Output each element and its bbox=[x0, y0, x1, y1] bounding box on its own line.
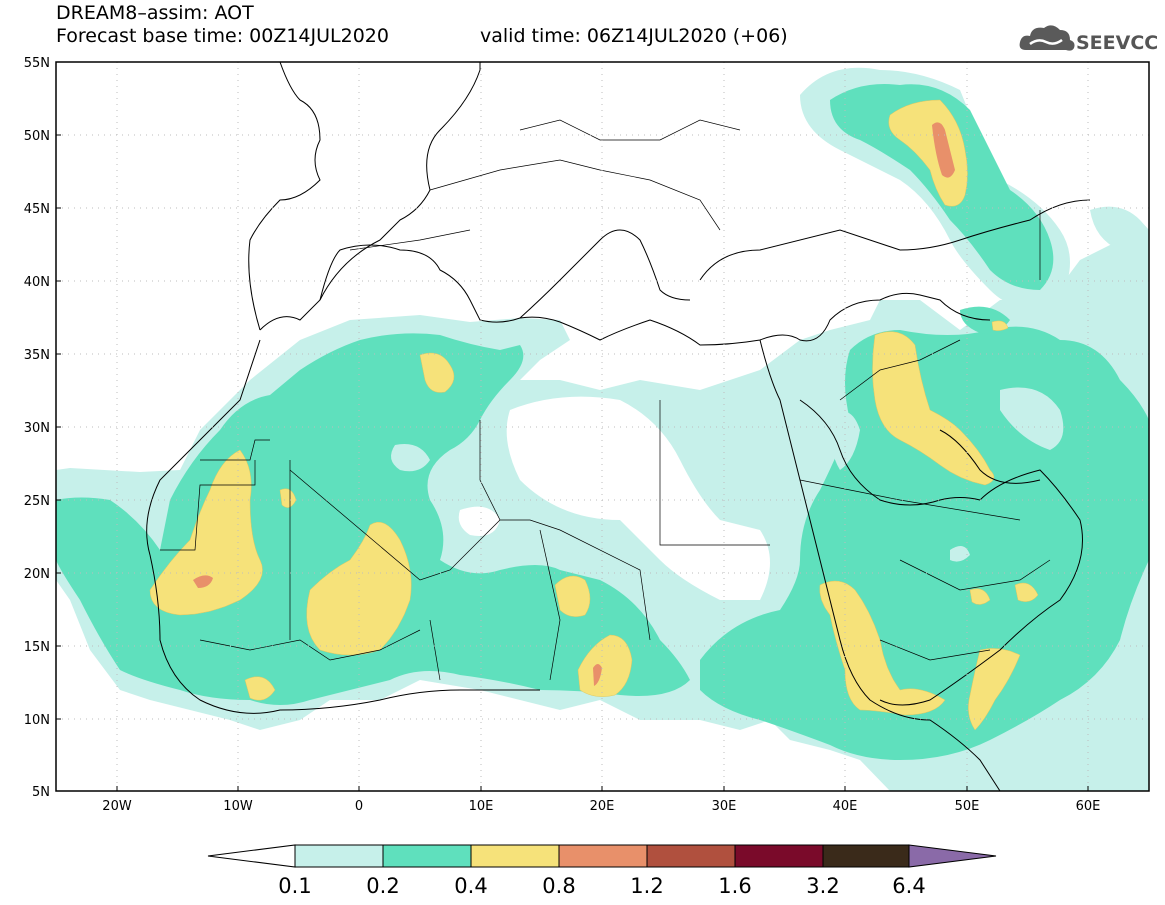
title-line-1: DREAM8–assim: AOT bbox=[56, 2, 254, 24]
lat-label: 15N bbox=[24, 640, 50, 655]
lat-label: 25N bbox=[24, 494, 50, 509]
colorbar: 0.1 0.2 0.4 0.8 1.2 1.6 3.2 6.4 bbox=[207, 844, 997, 898]
logo-text: SEEVCCC bbox=[1076, 32, 1158, 54]
lat-label: 10N bbox=[24, 713, 50, 728]
colorbar-segment bbox=[646, 844, 736, 868]
colorbar-label: 1.2 bbox=[630, 874, 663, 898]
latitude-labels: 55N 50N 45N 40N 35N 30N 25N 20N 15N 10N … bbox=[24, 56, 50, 800]
coastlines bbox=[146, 62, 1091, 791]
lon-label: 30E bbox=[712, 799, 737, 814]
colorbar-segment bbox=[822, 844, 910, 868]
valid-time-label: valid time: 06Z14JUL2020 (+06) bbox=[480, 25, 788, 47]
seevccc-logo: SEEVCCC bbox=[1018, 20, 1165, 60]
colorbar-low-arrow bbox=[207, 844, 296, 868]
country-borders bbox=[160, 119, 1051, 681]
title-line-2: Forecast base time: 00Z14JUL2020 bbox=[56, 25, 389, 47]
aot-level-0-4 bbox=[149, 99, 1039, 731]
colorbar-segment bbox=[470, 844, 560, 868]
lat-label: 35N bbox=[24, 348, 50, 363]
colorbar-label: 0.1 bbox=[278, 874, 311, 898]
colorbar-segment bbox=[558, 844, 648, 868]
lat-label: 50N bbox=[24, 129, 50, 144]
lon-label: 20E bbox=[590, 799, 615, 814]
colorbar-segment bbox=[294, 844, 384, 868]
colorbar-segment bbox=[382, 844, 472, 868]
lon-label: 60E bbox=[1076, 799, 1101, 814]
lon-label: 10W bbox=[223, 799, 253, 814]
colorbar-high-arrow bbox=[908, 844, 997, 868]
lat-label: 45N bbox=[24, 202, 50, 217]
axis-ticks bbox=[56, 61, 1089, 792]
colorbar-label: 3.2 bbox=[806, 874, 839, 898]
lat-label: 30N bbox=[24, 421, 50, 436]
lon-label: 50E bbox=[955, 799, 980, 814]
lat-label: 40N bbox=[24, 275, 50, 290]
lat-label: 5N bbox=[32, 785, 50, 800]
longitude-labels: 20W 10W 0 10E 20E 30E 40E 50E 60E bbox=[102, 799, 1100, 814]
aot-field bbox=[56, 67, 1149, 791]
colorbar-label: 0.8 bbox=[542, 874, 575, 898]
colorbar-label: 6.4 bbox=[892, 874, 925, 898]
colorbar-segment bbox=[734, 844, 824, 868]
lon-label: 10E bbox=[469, 799, 494, 814]
colorbar-label: 0.4 bbox=[454, 874, 487, 898]
lon-label: 40E bbox=[833, 799, 858, 814]
lat-label: 55N bbox=[24, 56, 50, 71]
cloud-logo-icon: SEEVCCC bbox=[1019, 25, 1165, 54]
lon-label: 0 bbox=[355, 799, 363, 814]
colorbar-label: 1.6 bbox=[718, 874, 751, 898]
lon-label: 20W bbox=[102, 799, 132, 814]
colorbar-label: 0.2 bbox=[366, 874, 399, 898]
gridlines bbox=[56, 62, 1149, 791]
aot-level-0-8 bbox=[193, 122, 955, 686]
lat-label: 20N bbox=[24, 567, 50, 582]
